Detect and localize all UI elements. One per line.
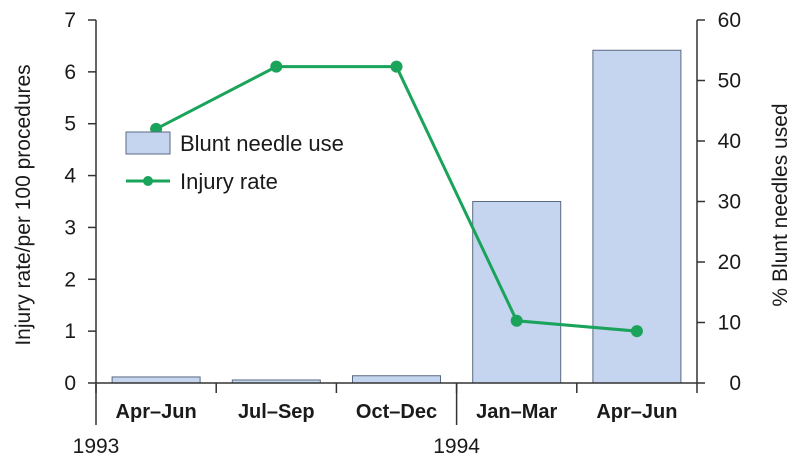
bar-3 [472, 201, 562, 384]
injury-rate-point-4 [630, 325, 643, 338]
right-tick-label-1: 10 [718, 312, 741, 335]
right-tick-label-0: 0 [729, 372, 741, 395]
injury-rate-point-3 [510, 314, 523, 327]
injury-rate-point-2 [390, 60, 403, 73]
bar-group [111, 49, 682, 384]
left-tick-label-1: 1 [64, 320, 76, 343]
legend-swatch-bar [125, 131, 171, 155]
category-label-2: Oct–Dec [356, 401, 437, 423]
line-series [150, 60, 643, 338]
year-label-1: 1994 [433, 435, 480, 458]
left-tick-label-7: 7 [64, 9, 76, 32]
left-tick-label-6: 6 [64, 61, 76, 84]
left-tick-label-0: 0 [64, 372, 76, 395]
axes [88, 19, 705, 425]
legend: Blunt needle use Injury rate [125, 131, 344, 194]
right-tick-label-5: 50 [718, 70, 741, 93]
left-tick-label-3: 3 [64, 216, 76, 239]
category-label-3: Jan–Mar [476, 401, 557, 423]
legend-line-marker [143, 176, 153, 186]
right-tick-label-6: 60 [718, 9, 741, 32]
bar-2 [352, 375, 441, 384]
right-tick-label-3: 30 [718, 191, 741, 214]
right-tick-label-4: 40 [718, 130, 741, 153]
legend-label-line: Injury rate [180, 169, 278, 194]
tick-labels: 0 1 2 3 4 5 6 7 0 10 20 30 40 50 60 Apr–Jun Jul–Sep Oct–D… [64, 9, 741, 458]
legend-label-bar: Blunt needle use [180, 131, 344, 156]
category-label-1: Jul–Sep [238, 401, 315, 423]
left-tick-label-4: 4 [64, 165, 76, 188]
category-label-0: Apr–Jun [116, 401, 197, 423]
year-label-0: 1993 [73, 435, 120, 458]
left-axis-title: Injury rate/per 100 procedures [12, 64, 35, 345]
left-tick-label-2: 2 [64, 268, 76, 291]
bar-0 [111, 376, 201, 384]
injury-rate-line [155, 65, 638, 333]
right-tick-label-2: 20 [718, 251, 741, 274]
injury-rate-point-1 [270, 60, 283, 73]
left-tick-label-5: 5 [64, 113, 76, 136]
category-label-4: Apr–Jun [596, 401, 677, 423]
right-axis-title: % Blunt needles used [769, 103, 792, 306]
